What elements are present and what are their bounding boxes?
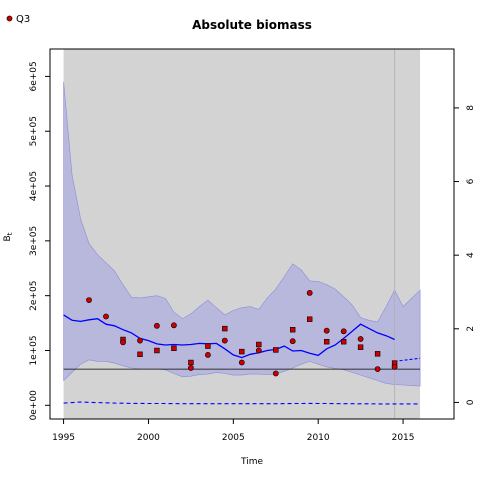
y-right-tick-label: 2 [466,326,476,332]
observation-square [357,344,364,350]
observation-point-q3 [221,337,228,344]
observation-square [154,347,160,354]
y-right-tick-label: 4 [466,252,476,258]
y-tick-label: 5e+05 [29,116,39,146]
observation-square [374,351,381,357]
observation-square [323,338,330,345]
observation-square [137,351,143,357]
biomass-forecast-line [394,357,421,362]
observation-point-q3 [137,337,143,344]
legend-q3-label: Q3 [16,14,30,25]
observation-point-q3 [374,366,381,372]
observation-point-q3 [323,327,330,334]
y-right-tick-label: 8 [466,105,476,111]
observation-point-q3 [170,322,177,329]
plot-area [63,49,421,419]
x-tick-label: 2005 [222,433,245,443]
observation-point-q3 [204,351,211,358]
observation-point-q3 [103,313,109,320]
observation-square [306,316,313,322]
legend-q3-marker [6,15,13,22]
x-tick-label: 2015 [392,433,415,443]
x-axis-label: Time [240,457,263,467]
observation-square [239,348,245,355]
forecast-confidence-band [394,289,421,387]
y-tick-label: 0e+00 [29,390,39,421]
observation-point-q3 [86,297,92,303]
observation-square [273,347,279,353]
x-tick-label: 2000 [137,433,160,443]
observation-point-q3 [238,359,245,366]
axes: 1995 2000 2005 2010 2015 0e+00 1e+05 2e+05 3e+05… [29,48,476,443]
observation-point-q3 [357,336,364,342]
x-tick-label: 1995 [52,433,75,443]
observation-point-q3 [340,328,347,335]
y-tick-label: 4e+05 [29,171,39,201]
y-tick-label: 2e+05 [29,281,39,311]
observation-square [205,343,211,349]
observation-point-q3 [187,365,194,371]
observation-point-q3 [120,339,126,346]
observation-square [188,359,194,366]
observation-square [256,341,262,348]
observation-point-q3 [255,347,262,354]
observation-point-q3 [306,289,313,296]
x-tick-label: 2010 [307,433,330,443]
y-axis-label-group: Bt [3,232,14,241]
y-axis-label-subscript: t [6,232,14,235]
y-axis-label: Bt [3,232,14,241]
lower-dashed-line [63,401,421,405]
observation-square [289,326,296,333]
biomass-line [63,314,395,359]
observation-square [340,338,347,345]
chart-title: Absolute biomass [192,18,312,32]
y-right-tick-label: 0 [466,399,476,405]
observation-square [171,345,177,351]
observation-point-q3 [391,363,398,370]
legend: Q3 [6,14,30,25]
observation-point-q3 [289,338,296,345]
y-tick-label: 6e+05 [29,61,39,91]
y-tick-label: 3e+05 [29,226,39,256]
observation-square [222,325,228,332]
y-right-tick-label: 6 [466,178,476,184]
observation-point-q3 [153,322,160,329]
observation-point-q3 [272,370,279,377]
y-tick-label: 1e+05 [29,335,39,365]
plot-frame [49,48,455,420]
